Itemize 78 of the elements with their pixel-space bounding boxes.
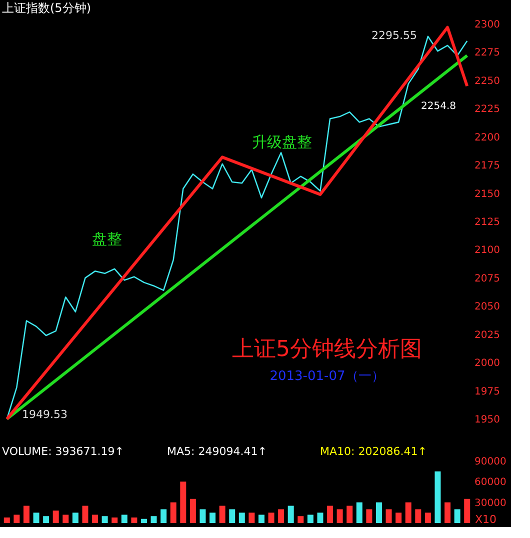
bar (288, 506, 294, 523)
bar (131, 517, 138, 523)
bar (140, 518, 147, 523)
bar (200, 509, 206, 523)
bar (454, 509, 460, 523)
bar (112, 517, 118, 523)
y-tick-label: 2000 (474, 358, 500, 370)
bar (229, 509, 236, 523)
bar (336, 509, 343, 523)
y-tick-label: 2075 (474, 273, 500, 284)
annotation: 上证5分钟线分析图 (232, 337, 422, 362)
bar (72, 512, 78, 523)
y-tick-label: 2275 (474, 48, 500, 59)
y-tick-label: 2250 (474, 76, 500, 87)
y-tick-label: 2100 (474, 245, 500, 256)
bar (180, 482, 186, 523)
bar (386, 509, 392, 523)
bar (464, 498, 470, 523)
bar (190, 498, 196, 523)
bar (258, 514, 264, 523)
bar (219, 506, 226, 523)
bar (268, 512, 274, 523)
text: VOLUME: 393671.19↑ (2, 445, 124, 458)
bar (102, 516, 108, 523)
bar (434, 471, 441, 523)
bar (160, 509, 167, 523)
bar (4, 517, 10, 523)
bar (170, 502, 176, 523)
bar (150, 516, 157, 523)
annotation: 2295.55 (372, 29, 417, 42)
y-tick-label: 2150 (474, 188, 500, 200)
bar (356, 502, 362, 523)
y-tick-label: 30000 (474, 498, 506, 509)
bar (346, 506, 353, 523)
y-tick-label: 1975 (474, 386, 500, 398)
bar (317, 512, 324, 523)
bar (248, 512, 255, 523)
text: MA10: 202086.41↑ (320, 445, 427, 458)
bar (405, 502, 412, 523)
bar (366, 509, 372, 523)
bar (23, 506, 30, 523)
text: X10 (475, 513, 497, 526)
y-tick-label: 2125 (474, 217, 500, 228)
bar (82, 506, 88, 523)
text: MA5: 249094.41↑ (167, 445, 267, 458)
annotation: 升级盘整 (252, 133, 312, 151)
annotation: 盘整 (92, 230, 122, 248)
y-tick-label: 90000 (474, 456, 506, 468)
y-tick-label: 2050 (474, 302, 500, 313)
bar (424, 512, 431, 523)
bar (14, 514, 20, 523)
bar (327, 506, 334, 523)
y-tick-label: 2200 (474, 132, 500, 144)
bar (210, 512, 216, 523)
bar (92, 514, 98, 523)
bar (376, 502, 382, 523)
y-tick-label: 2175 (474, 160, 500, 172)
bar (307, 514, 314, 523)
y-tick-label: 60000 (474, 477, 506, 488)
chart-title: 上证指数(5分钟) (2, 1, 91, 15)
annotation: 2254.8 (421, 101, 456, 112)
bar (298, 516, 304, 523)
bar (278, 509, 284, 523)
bar (52, 510, 59, 523)
bar (33, 512, 40, 523)
y-tick-label: 2300 (474, 20, 500, 30)
bar (121, 514, 128, 523)
y-tick-label: 1950 (474, 414, 500, 426)
bar (62, 514, 69, 523)
bar (238, 512, 245, 523)
bar (415, 509, 422, 523)
bar (396, 512, 402, 523)
annotation: 1949.53 (22, 408, 68, 421)
bar (43, 516, 50, 523)
y-tick-label: 2225 (474, 104, 500, 116)
annotation: 2013-01-07（一） (270, 369, 384, 384)
y-tick-label: 2025 (474, 330, 500, 341)
bar (444, 502, 451, 523)
